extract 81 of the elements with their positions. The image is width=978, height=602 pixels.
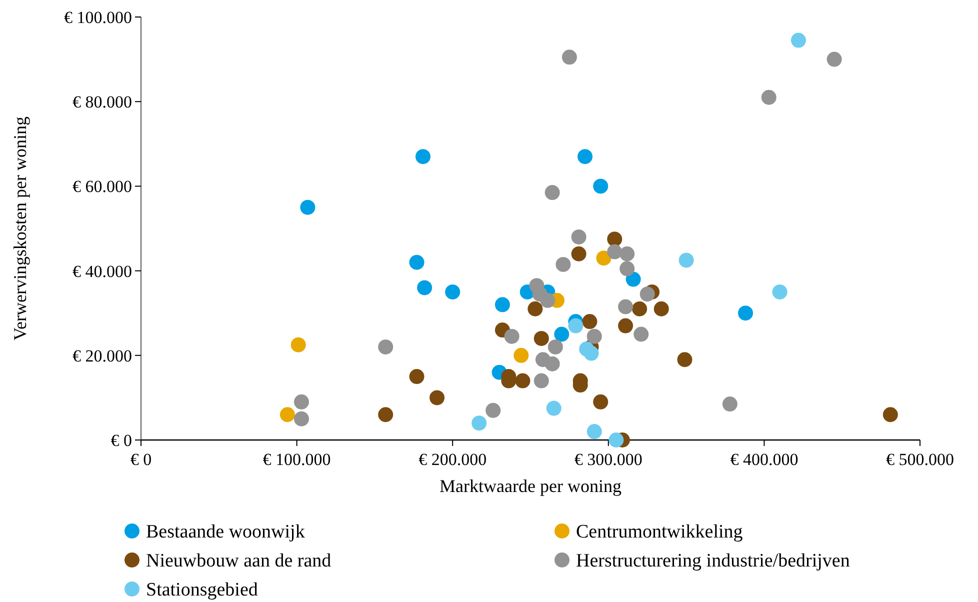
point (548, 339, 563, 354)
point (578, 149, 593, 164)
point (596, 250, 612, 266)
point (632, 301, 648, 316)
point (300, 200, 316, 215)
point (409, 369, 424, 384)
y-tick-label: € 100.000 (64, 8, 132, 27)
point (790, 32, 806, 48)
x-tick-label: € 300.000 (574, 450, 642, 469)
point (607, 244, 622, 260)
point (678, 252, 694, 268)
point (882, 407, 898, 422)
y-tick-label: € 80.000 (72, 92, 132, 112)
legend-label: Centrumontwikkeling (576, 522, 744, 543)
point (514, 348, 529, 363)
point (534, 330, 549, 346)
point (546, 400, 562, 416)
point (472, 416, 487, 431)
y-tick-label: € 60.000 (72, 177, 132, 196)
point (280, 407, 295, 422)
point (430, 390, 445, 406)
point (416, 149, 430, 164)
x-tick-label: € 500.000 (886, 450, 954, 469)
point (586, 424, 602, 440)
point (540, 292, 556, 308)
point (640, 286, 655, 302)
point (618, 318, 634, 334)
point (290, 337, 306, 352)
point (544, 185, 560, 200)
point (409, 254, 424, 270)
legend-label: Bestaande woonwijk (146, 522, 306, 543)
point (608, 432, 624, 448)
point (562, 50, 577, 65)
point (738, 306, 754, 321)
x-axis-title: Marktwaarde per woning (440, 476, 622, 496)
point (528, 301, 543, 316)
point (568, 318, 584, 334)
legend-label: Nieuwbouw aan de rand (146, 550, 332, 572)
x-tick-label: € 0 (130, 450, 152, 469)
point (486, 402, 501, 418)
point (826, 52, 842, 67)
point (378, 407, 394, 422)
point (582, 314, 598, 330)
point (607, 232, 622, 247)
point (761, 90, 776, 105)
point (620, 261, 635, 276)
x-tick-label: € 100.000 (262, 450, 331, 469)
point (534, 373, 549, 388)
point (494, 297, 510, 312)
x-tick-label: € 200.000 (418, 450, 487, 469)
y-tick-label: € 0 (110, 430, 132, 450)
point (571, 229, 586, 244)
point (584, 346, 599, 361)
y-tick-label: € 40.000 (72, 262, 132, 281)
x-tick-label: € 400.000 (730, 450, 798, 469)
point (294, 394, 309, 410)
legend-label: Stationsgebied (146, 580, 258, 601)
point (654, 301, 669, 316)
legend-label: Herstructurering industrie/bedrijven (576, 550, 850, 572)
point (593, 394, 608, 410)
point (556, 256, 571, 272)
point (554, 326, 570, 342)
y-tick-label: € 20.000 (72, 346, 132, 366)
point (294, 411, 309, 426)
point (586, 328, 602, 344)
point (504, 328, 520, 344)
point (378, 339, 394, 354)
y-axis-title: Verwervingskosten per woning (10, 116, 30, 340)
point (772, 284, 788, 300)
point (677, 352, 692, 368)
point (626, 272, 641, 287)
point (544, 356, 560, 372)
point (445, 284, 460, 300)
point (620, 246, 635, 262)
point (593, 178, 608, 194)
point (618, 299, 634, 314)
point (515, 373, 530, 388)
point (634, 326, 649, 342)
point (417, 280, 432, 296)
point (722, 396, 738, 412)
point (571, 246, 586, 262)
